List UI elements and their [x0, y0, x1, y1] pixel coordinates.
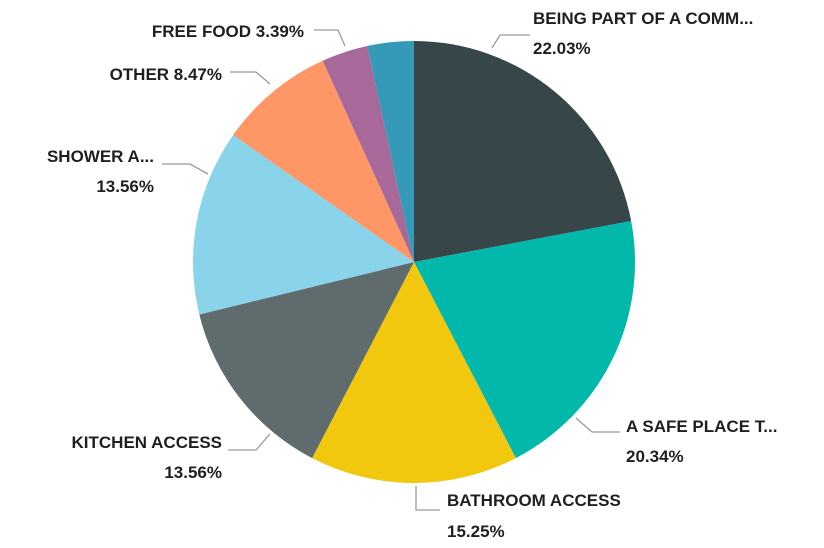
pct-other: 8.47%	[174, 65, 222, 84]
pct-shower: 13.56%	[96, 177, 154, 196]
pie-slice-other[interactable]	[233, 60, 414, 263]
label-free-food: FREE FOOD 3.39%	[152, 22, 304, 41]
pie-slice-safe-place[interactable]	[414, 221, 635, 459]
leader-line-community	[491, 34, 530, 49]
label-other-name: OTHER	[110, 65, 170, 84]
label-bathroom: BATHROOM ACCESS	[447, 491, 621, 510]
pct-community: 22.03%	[533, 39, 591, 58]
pie-slice-bathroom[interactable]	[312, 262, 516, 483]
leader-line-free-food	[314, 29, 346, 47]
slice-labels: BEING PART OF A COMM... 22.03% A SAFE PL…	[47, 9, 778, 541]
pct-safe-place: 20.34%	[626, 447, 684, 466]
label-shower: SHOWER A...	[47, 147, 154, 166]
leader-line-bathroom	[415, 486, 440, 511]
label-community: BEING PART OF A COMM...	[533, 9, 753, 28]
pct-bathroom: 15.25%	[447, 522, 505, 541]
leader-lines	[162, 29, 620, 511]
leader-line-shower	[162, 163, 209, 175]
leader-line-other	[230, 71, 271, 85]
label-free-food-name: FREE FOOD	[152, 22, 251, 41]
pie-slice-free-food[interactable]	[322, 46, 414, 262]
leader-line-safe-place	[575, 417, 620, 433]
pie-slice-kitchen[interactable]	[199, 262, 414, 459]
pie-slices	[192, 41, 635, 483]
pie-slice-last[interactable]	[367, 41, 414, 262]
leader-line-kitchen	[228, 433, 271, 451]
label-safe-place: A SAFE PLACE T...	[626, 417, 777, 436]
pct-free-food: 3.39%	[256, 22, 304, 41]
pie-slice-shower[interactable]	[192, 134, 414, 315]
pct-kitchen: 13.56%	[164, 463, 222, 482]
pie-slice-community[interactable]	[414, 41, 632, 262]
label-other: OTHER 8.47%	[110, 65, 222, 84]
label-kitchen: KITCHEN ACCESS	[72, 433, 223, 452]
